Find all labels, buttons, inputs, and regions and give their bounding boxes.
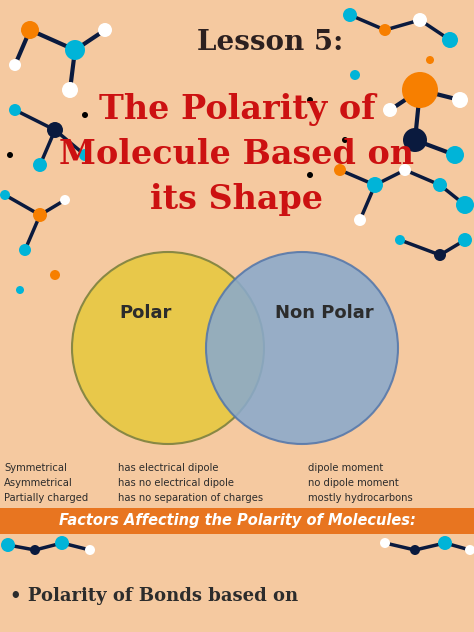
Text: Molecule Based on: Molecule Based on: [60, 138, 414, 171]
Text: no dipole moment: no dipole moment: [308, 478, 399, 488]
Circle shape: [206, 252, 398, 444]
Text: Lesson 5:: Lesson 5:: [197, 28, 343, 56]
Text: The Polarity of: The Polarity of: [99, 94, 375, 126]
Circle shape: [16, 286, 24, 294]
Circle shape: [380, 538, 390, 548]
Circle shape: [438, 536, 452, 550]
Circle shape: [82, 112, 88, 118]
Circle shape: [413, 13, 427, 27]
Circle shape: [410, 545, 420, 555]
Circle shape: [47, 122, 63, 138]
Text: • Polarity of Bonds based on: • Polarity of Bonds based on: [10, 587, 298, 605]
Circle shape: [334, 164, 346, 176]
Circle shape: [402, 72, 438, 108]
Circle shape: [50, 270, 60, 280]
Circle shape: [65, 40, 85, 60]
Circle shape: [60, 195, 70, 205]
Text: Asymmetrical: Asymmetrical: [4, 478, 73, 488]
Text: Polar: Polar: [120, 304, 172, 322]
Circle shape: [446, 146, 464, 164]
Circle shape: [433, 178, 447, 192]
Circle shape: [62, 82, 78, 98]
Circle shape: [343, 8, 357, 22]
Circle shape: [442, 32, 458, 48]
Text: Partially charged: Partially charged: [4, 493, 88, 503]
Circle shape: [33, 158, 47, 172]
Circle shape: [452, 92, 468, 108]
Text: Symmetrical: Symmetrical: [4, 463, 67, 473]
Circle shape: [72, 252, 264, 444]
Circle shape: [350, 70, 360, 80]
Circle shape: [21, 21, 39, 39]
Circle shape: [7, 152, 13, 158]
Circle shape: [9, 59, 21, 71]
Text: mostly hydrocarbons: mostly hydrocarbons: [308, 493, 413, 503]
Circle shape: [367, 177, 383, 193]
Circle shape: [395, 235, 405, 245]
Circle shape: [426, 56, 434, 64]
Circle shape: [342, 137, 348, 143]
Circle shape: [403, 128, 427, 152]
Circle shape: [85, 545, 95, 555]
Text: has no separation of charges: has no separation of charges: [118, 493, 263, 503]
Circle shape: [399, 164, 411, 176]
Circle shape: [19, 244, 31, 256]
Circle shape: [33, 208, 47, 222]
FancyBboxPatch shape: [0, 508, 474, 534]
Text: Factors Affecting the Polarity of Molecules:: Factors Affecting the Polarity of Molecu…: [59, 513, 415, 528]
Circle shape: [79, 149, 91, 161]
Circle shape: [456, 196, 474, 214]
Circle shape: [383, 103, 397, 117]
Circle shape: [307, 172, 313, 178]
Circle shape: [354, 214, 366, 226]
Text: its Shape: its Shape: [151, 183, 323, 217]
Circle shape: [307, 97, 313, 103]
Text: has electrical dipole: has electrical dipole: [118, 463, 219, 473]
Circle shape: [458, 233, 472, 247]
Circle shape: [55, 536, 69, 550]
Circle shape: [30, 545, 40, 555]
Text: has no electrical dipole: has no electrical dipole: [118, 478, 234, 488]
Circle shape: [379, 24, 391, 36]
Circle shape: [98, 23, 112, 37]
Text: dipole moment: dipole moment: [308, 463, 383, 473]
Circle shape: [465, 545, 474, 555]
Circle shape: [434, 249, 446, 261]
Circle shape: [1, 538, 15, 552]
Text: Non Polar: Non Polar: [275, 304, 374, 322]
Circle shape: [0, 190, 10, 200]
Circle shape: [9, 104, 21, 116]
